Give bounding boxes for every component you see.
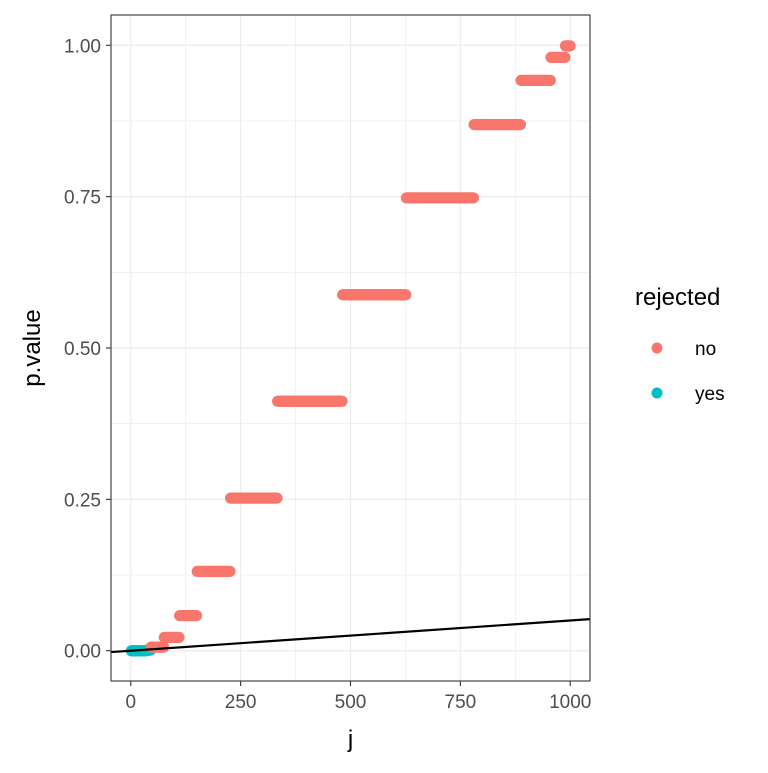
y-axis-title: p.value xyxy=(19,309,46,386)
legend-key-no xyxy=(651,342,663,354)
data-point-no xyxy=(400,289,412,301)
data-point-no xyxy=(173,631,185,643)
data-point-no xyxy=(559,51,571,63)
y-tick-label: 1.00 xyxy=(64,36,101,57)
data-point-no xyxy=(336,395,348,407)
x-tick-label: 0 xyxy=(125,692,136,713)
y-tick-label: 0.00 xyxy=(64,642,101,663)
threshold-line xyxy=(110,617,591,654)
y-tick-label: 0.50 xyxy=(64,339,101,360)
data-point-no xyxy=(544,74,556,86)
x-axis-title: j xyxy=(347,726,353,753)
x-tick-label: 250 xyxy=(225,692,257,713)
data-point-no xyxy=(191,610,203,622)
data-point-no xyxy=(515,119,527,131)
data-point-no xyxy=(564,40,576,52)
data-point-no xyxy=(224,565,236,577)
data-point-no xyxy=(158,641,170,653)
x-tick-label: 500 xyxy=(335,692,367,713)
x-tick-label: 750 xyxy=(445,692,477,713)
legend-title: rejected xyxy=(635,284,720,311)
data-point-no xyxy=(271,492,283,504)
y-tick-label: 0.25 xyxy=(64,490,101,511)
legend: rejected no yes xyxy=(635,284,725,405)
y-tick-label: 0.75 xyxy=(64,188,101,209)
data-point-no xyxy=(468,192,480,204)
legend-label-no: no xyxy=(695,339,716,360)
legend-key-yes xyxy=(651,387,663,399)
legend-label-yes: yes xyxy=(695,384,725,405)
x-tick-label: 1000 xyxy=(549,692,591,713)
